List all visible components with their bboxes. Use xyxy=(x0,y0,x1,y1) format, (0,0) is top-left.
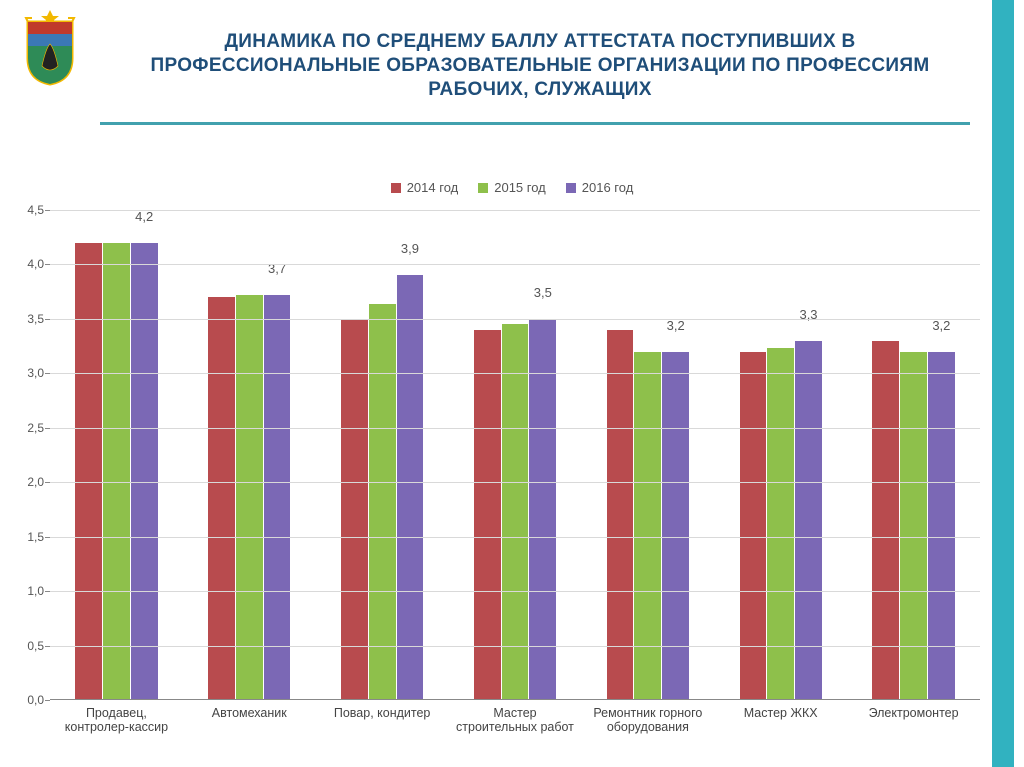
x-axis-line xyxy=(50,699,980,700)
y-axis-label: 1,5 xyxy=(27,530,44,544)
y-axis-label: 2,0 xyxy=(27,475,44,489)
y-axis-label: 4,0 xyxy=(27,257,44,271)
bar-value-label: 3,5 xyxy=(534,285,552,300)
bar xyxy=(900,352,927,700)
y-tick xyxy=(45,700,50,701)
bar xyxy=(634,352,661,700)
gridline xyxy=(50,646,980,647)
category-label: Мастер ЖКХ xyxy=(714,706,847,720)
bar-group xyxy=(872,210,954,700)
bar xyxy=(474,330,501,700)
legend-label: 2015 год xyxy=(494,180,546,195)
gridline xyxy=(50,373,980,374)
y-tick xyxy=(45,210,50,211)
bar-group xyxy=(607,210,689,700)
legend-label: 2014 год xyxy=(407,180,459,195)
gridline xyxy=(50,264,980,265)
gridline xyxy=(50,537,980,538)
bar xyxy=(928,352,955,700)
y-axis-label: 0,0 xyxy=(27,693,44,707)
y-tick xyxy=(45,646,50,647)
gridline xyxy=(50,591,980,592)
y-axis-label: 4,5 xyxy=(27,203,44,217)
legend-item: 2015 год xyxy=(478,180,546,195)
legend-swatch xyxy=(391,183,401,193)
bar xyxy=(529,319,556,700)
bar xyxy=(75,243,102,700)
y-tick xyxy=(45,319,50,320)
chart-plot-area: 4,23,73,93,53,23,33,2 xyxy=(50,210,980,700)
gridline xyxy=(50,319,980,320)
y-axis-label: 2,5 xyxy=(27,421,44,435)
title-underline xyxy=(100,122,970,125)
gridline xyxy=(50,482,980,483)
y-tick xyxy=(45,591,50,592)
category-label: Продавец,контролер-кассир xyxy=(50,706,183,735)
bar-group xyxy=(474,210,556,700)
slide-title: ДИНАМИКА ПО СРЕДНЕМУ БАЛЛУ АТТЕСТАТА ПОС… xyxy=(120,30,960,101)
category-label: Автомеханик xyxy=(183,706,316,720)
bar xyxy=(502,324,529,700)
y-tick xyxy=(45,482,50,483)
y-tick xyxy=(45,373,50,374)
y-tick xyxy=(45,537,50,538)
legend-label: 2016 год xyxy=(582,180,634,195)
legend-swatch xyxy=(478,183,488,193)
bar xyxy=(131,243,158,700)
bar-group xyxy=(208,210,290,700)
bar xyxy=(740,352,767,700)
side-accent-bar xyxy=(992,0,1014,767)
bar xyxy=(103,243,130,700)
bar-group xyxy=(75,210,157,700)
gridline xyxy=(50,210,980,211)
y-axis-label: 0,5 xyxy=(27,639,44,653)
chart-legend: 2014 год 2015 год 2016 год xyxy=(0,180,1024,195)
bar xyxy=(369,304,396,700)
legend-swatch xyxy=(566,183,576,193)
y-tick xyxy=(45,428,50,429)
category-label: Мастерстроительных работ xyxy=(449,706,582,735)
y-axis-label: 3,0 xyxy=(27,366,44,380)
bar-value-label: 3,7 xyxy=(268,261,286,276)
y-axis-label: 1,0 xyxy=(27,584,44,598)
category-label: Электромонтер xyxy=(847,706,980,720)
bar xyxy=(341,319,368,700)
y-tick xyxy=(45,264,50,265)
gridline xyxy=(50,428,980,429)
emblem-icon xyxy=(16,8,84,86)
bar-group xyxy=(341,210,423,700)
bar xyxy=(607,330,634,700)
bar xyxy=(397,275,424,700)
bar xyxy=(767,348,794,700)
bar xyxy=(208,297,235,700)
bar-value-label: 3,9 xyxy=(401,241,419,256)
bar xyxy=(264,295,291,700)
category-label: Ремонтник горногооборудования xyxy=(581,706,714,735)
slide: ДИНАМИКА ПО СРЕДНЕМУ БАЛЛУ АТТЕСТАТА ПОС… xyxy=(0,0,1024,767)
y-axis-label: 3,5 xyxy=(27,312,44,326)
bar-group xyxy=(740,210,822,700)
legend-item: 2014 год xyxy=(391,180,459,195)
bar xyxy=(236,295,263,700)
bar-chart: 4,23,73,93,53,23,33,2 0,00,51,01,52,02,5… xyxy=(50,210,980,700)
category-label: Повар, кондитер xyxy=(316,706,449,720)
bar xyxy=(662,352,689,700)
legend-item: 2016 год xyxy=(566,180,634,195)
